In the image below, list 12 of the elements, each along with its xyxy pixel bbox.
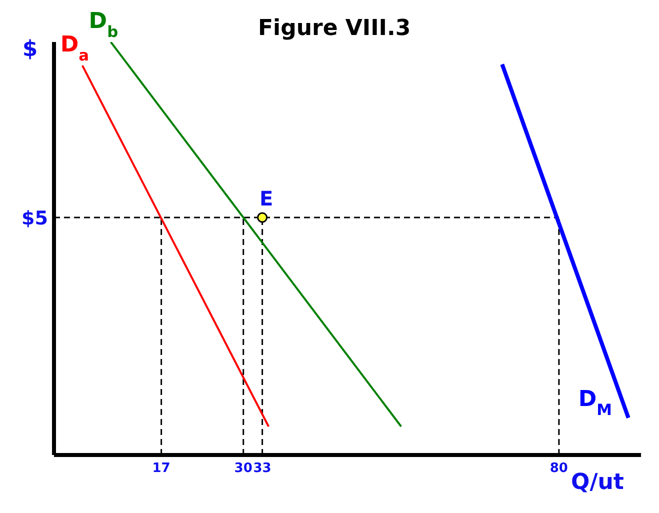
x-axis-title: Q/ut bbox=[571, 470, 624, 495]
y-axis-title: $ bbox=[22, 37, 38, 62]
annotation: E bbox=[259, 186, 274, 211]
x-tick-label: 80 bbox=[550, 461, 568, 476]
chart-title: Figure VIII.3 bbox=[258, 16, 411, 41]
x-tick-label: 33 bbox=[253, 461, 272, 476]
series-label: D$_{a}$ bbox=[60, 32, 90, 65]
text: $5 bbox=[22, 208, 48, 230]
series-label: D$_{M}$ bbox=[578, 386, 612, 419]
x-tick-label: 30 bbox=[234, 461, 252, 476]
series-label: D$_{b}$ bbox=[88, 9, 118, 41]
x-tick-label: 17 bbox=[152, 461, 170, 476]
